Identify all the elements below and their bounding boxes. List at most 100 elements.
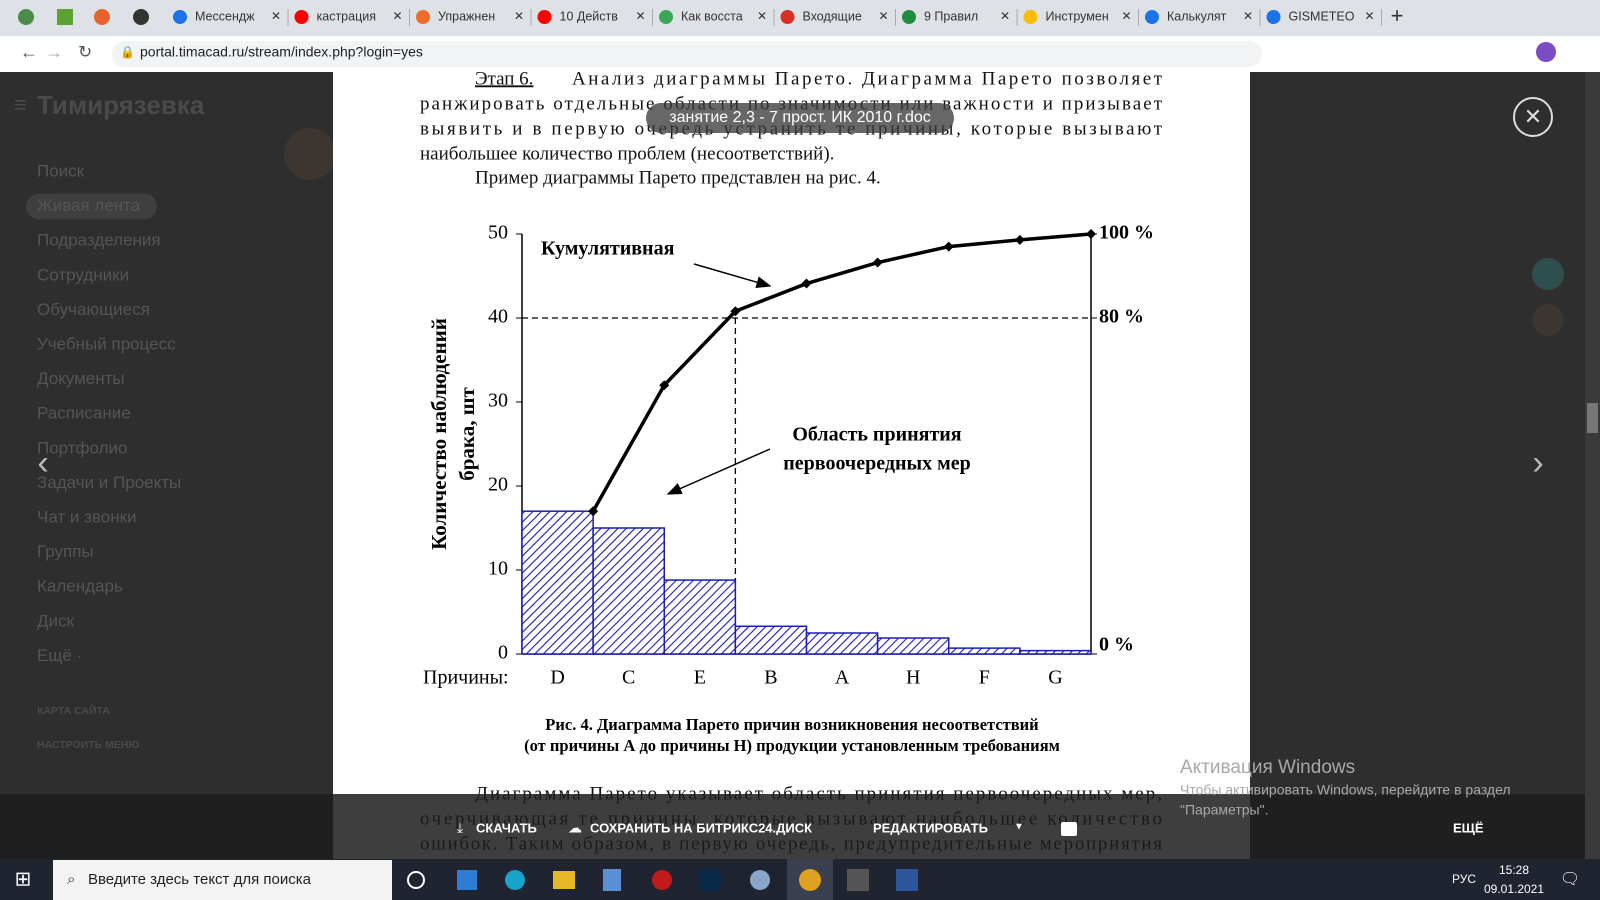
reload-button[interactable]: ↻	[78, 42, 92, 61]
clock-time[interactable]: 15:28	[1499, 863, 1529, 877]
tab-title[interactable]: Входящие	[803, 9, 862, 23]
app-icon[interactable]	[750, 870, 770, 890]
menu-item[interactable]: Группы	[37, 542, 94, 561]
tab-title[interactable]: Калькулят	[1167, 9, 1227, 23]
app-icon[interactable]	[553, 871, 575, 889]
menu-item[interactable]: Чат и звонки	[37, 507, 137, 526]
app-icon[interactable]	[457, 870, 477, 890]
menu-link[interactable]: КАРТА САЙТА	[37, 704, 110, 717]
menu-item[interactable]: Обучающиеся	[37, 300, 150, 319]
app-icon[interactable]	[799, 869, 821, 891]
notifications[interactable]: 🗨	[1560, 871, 1580, 888]
right-avatar[interactable]	[1532, 258, 1564, 290]
menu-item[interactable]: Задачи и Проекты	[37, 473, 181, 492]
close-button[interactable]	[1513, 97, 1553, 137]
tab-title[interactable]: 10 Действ	[560, 9, 619, 23]
user-avatar[interactable]	[284, 128, 336, 180]
menu-item[interactable]: Календарь	[37, 577, 123, 596]
bar	[734, 625, 808, 655]
menu-item[interactable]: Документы	[37, 369, 125, 388]
tab-close[interactable]: ✕	[757, 9, 767, 23]
bar	[948, 647, 1021, 655]
download-icon: ⤓	[457, 820, 463, 836]
profile-avatar[interactable]	[1536, 42, 1556, 62]
scrollbar	[1585, 72, 1600, 859]
next-arrow[interactable]: ›	[1532, 444, 1543, 482]
menu-link[interactable]: НАСТРОИТЬ МЕНЮ	[37, 739, 139, 751]
forward-button[interactable]: →	[45, 42, 63, 62]
bar	[521, 510, 594, 655]
toolbar-button[interactable]: СКАЧАТЬ	[476, 820, 537, 835]
task-view[interactable]	[407, 871, 425, 889]
x-tick-label: E	[694, 667, 706, 689]
start-button[interactable]: ⊞	[15, 868, 32, 890]
tab-title[interactable]: GISMETEO	[1289, 9, 1355, 23]
figure-caption: (от причины А до причины Н) продукции ус…	[524, 736, 1060, 755]
tab-close[interactable]: ✕	[514, 9, 524, 23]
menu-item[interactable]: Живая лента	[37, 196, 141, 215]
paragraph-line: Пример диаграммы Парето представлен на р…	[475, 167, 881, 188]
menu-item[interactable]: Сотрудники	[37, 265, 129, 284]
clock-date[interactable]: 09.01.2021	[1484, 882, 1544, 896]
app-icon[interactable]	[652, 870, 672, 890]
tab-favicon	[1145, 10, 1159, 24]
tab-close[interactable]: ✕	[1364, 9, 1374, 23]
tab-close[interactable]: ✕	[271, 9, 281, 23]
bar	[1019, 649, 1092, 655]
tab-title[interactable]: Мессендж	[195, 9, 255, 23]
tab-close[interactable]: ✕	[1243, 9, 1253, 23]
tab-close[interactable]: ✕	[1000, 9, 1010, 23]
tab-close[interactable]: ✕	[635, 9, 645, 23]
menu-item[interactable]: Расписание	[37, 404, 131, 423]
logo[interactable]: Тимирязевка	[37, 90, 205, 120]
tab-close[interactable]: ✕	[878, 9, 888, 23]
tab-icon[interactable]	[133, 9, 149, 25]
toolbar-button[interactable]: ЕЩЁ	[1453, 820, 1484, 835]
y-tick-label: 0	[498, 642, 508, 664]
tab-icon[interactable]	[94, 9, 110, 25]
toolbar-button[interactable]: СОХРАНИТЬ НА БИТРИКС24.ДИСК	[590, 820, 812, 835]
tab-title[interactable]: Упражнен	[438, 9, 495, 23]
menu-item[interactable]: Учебный процесс	[37, 334, 176, 353]
tab-title[interactable]: Как восста	[681, 9, 743, 23]
y-tick-label: 10	[488, 558, 508, 580]
language[interactable]: РУС	[1452, 872, 1476, 886]
y-tick-label: 40	[488, 306, 508, 328]
menu-item[interactable]: Поиск	[37, 161, 85, 180]
tab-close[interactable]: ✕	[392, 9, 402, 23]
toolbar-button[interactable]: РЕДАКТИРОВАТЬ	[873, 820, 988, 835]
tab-icon[interactable]	[18, 9, 34, 25]
print-icon[interactable]	[1061, 822, 1077, 836]
y-axis-label: Количество наблюдений	[427, 318, 451, 550]
close-icon: ✕	[1524, 104, 1542, 129]
app-icon[interactable]	[847, 869, 869, 891]
app-icon[interactable]	[603, 869, 621, 891]
menu-item[interactable]: Ещё ·	[37, 646, 82, 665]
app-icon[interactable]	[896, 869, 918, 891]
pareto-chart: 0 10 20 30 40 50 0 % 80 % 100 % D C E B A H F G Причины: К…	[423, 222, 1154, 755]
omnibox[interactable]	[112, 41, 1262, 67]
tab-favicon	[537, 10, 552, 24]
sidebar-menu: Поиск Живая лента Подразделения Сотрудники О…	[26, 161, 181, 751]
back-button[interactable]: ←	[20, 42, 38, 62]
menu-item[interactable]: Портфолио	[37, 438, 127, 457]
tab-title[interactable]: Инструмен	[1046, 9, 1109, 23]
app-icon[interactable]	[700, 869, 722, 891]
tab-title[interactable]: кастрация	[317, 9, 377, 23]
tab-close[interactable]: ✕	[1121, 9, 1131, 23]
prev-arrow[interactable]: ‹	[37, 444, 48, 482]
right-avatar[interactable]	[1532, 304, 1564, 336]
menu-icon[interactable]: ≡	[14, 92, 27, 117]
menu-item[interactable]: Диск	[37, 611, 75, 630]
menu-item[interactable]: Подразделения	[37, 231, 161, 250]
tab-title[interactable]: 9 Правил	[924, 9, 978, 23]
new-tab[interactable]: +	[1391, 3, 1404, 28]
bar	[805, 632, 879, 655]
tab-icon[interactable]	[57, 9, 73, 25]
search-placeholder: Введите здесь текст для поиска	[88, 871, 312, 888]
scroll-thumb[interactable]	[1587, 403, 1598, 433]
search-box[interactable]	[53, 860, 392, 900]
app-icon[interactable]	[505, 870, 525, 890]
